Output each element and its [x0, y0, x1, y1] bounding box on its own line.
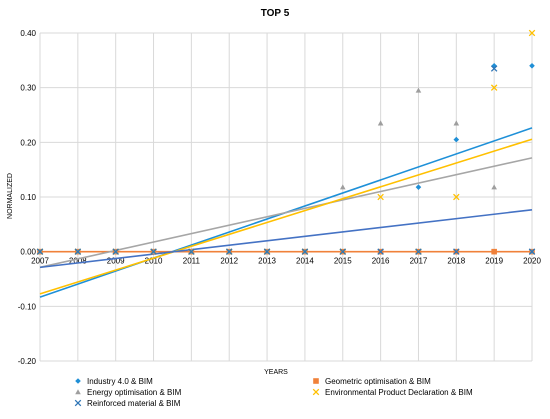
data-point	[74, 248, 82, 255]
trendlines	[39, 127, 533, 298]
data-point	[377, 248, 384, 255]
data-point	[490, 84, 498, 91]
x-tick-label: 2020	[523, 257, 541, 266]
data-point	[453, 136, 460, 143]
legend-marker	[74, 399, 82, 407]
x-tick-label: 2017	[410, 257, 428, 266]
data-point	[529, 63, 535, 69]
data-point	[150, 248, 157, 255]
data-point	[377, 193, 384, 201]
data-point	[263, 248, 271, 255]
legend: Industry 4.0 & BIM Geometric optimisation…	[74, 377, 473, 408]
y-axis-label: NORMALIZED	[7, 173, 14, 219]
legend-marker	[313, 378, 319, 384]
data-point	[301, 248, 309, 255]
trendline	[39, 209, 533, 269]
x-tick-label: 2011	[183, 257, 201, 266]
data-point	[453, 193, 460, 201]
legend-item: Environmental Product Declaration & BIM	[312, 388, 473, 397]
x-tick-label: 2008	[69, 257, 87, 266]
legend-item: Geometric optimisation & BIM	[313, 377, 431, 386]
legend-label: Geometric optimisation & BIM	[325, 377, 431, 386]
x-tick-label: 2012	[220, 257, 238, 266]
x-tick-label: 2019	[485, 257, 503, 266]
data-point	[528, 248, 536, 255]
data-point	[339, 248, 347, 255]
legend-label: Industry 4.0 & BIM	[87, 377, 153, 386]
data-point	[415, 87, 422, 93]
data-point	[415, 184, 422, 190]
data-point	[339, 184, 346, 190]
data-point	[491, 248, 497, 255]
data-point	[490, 65, 498, 72]
y-tick-label: -0.20	[18, 357, 37, 366]
x-axis-label: YEARS	[264, 369, 288, 376]
x-tick-label: 2015	[334, 257, 352, 266]
data-point	[453, 120, 460, 126]
data-point	[36, 248, 44, 255]
y-tick-label: 0.10	[20, 193, 36, 202]
x-tick-label: 2010	[145, 257, 163, 266]
x-tick-label: 2016	[372, 257, 390, 266]
data-point	[491, 184, 497, 190]
legend-label: Energy optimisation & BIM	[87, 388, 182, 397]
legend-item: Energy optimisation & BIM	[75, 388, 182, 397]
trendline	[39, 157, 533, 269]
chart-title: TOP 5	[261, 8, 290, 19]
legend-marker	[75, 389, 81, 395]
x-tick-label: 2013	[258, 257, 276, 266]
y-tick-label: 0.20	[20, 138, 36, 147]
y-tick-label: 0.40	[20, 29, 36, 38]
data-point	[453, 248, 460, 255]
x-tick-label: 2009	[107, 257, 125, 266]
x-tick-label: 2018	[447, 257, 465, 266]
legend-label: Environmental Product Declaration & BIM	[325, 388, 473, 397]
grid	[39, 32, 533, 362]
data-point	[225, 248, 233, 255]
data-point	[528, 29, 536, 37]
trendline	[39, 138, 533, 295]
x-tick-label: 2014	[296, 257, 314, 266]
legend-marker	[75, 378, 81, 384]
data-point	[188, 248, 195, 255]
y-tick-label: -0.10	[18, 302, 37, 311]
y-tick-label: 0.30	[20, 84, 36, 93]
legend-item: Industry 4.0 & BIM	[75, 377, 153, 386]
data-point	[112, 248, 119, 255]
data-point	[415, 248, 422, 255]
x-tick-label: 2007	[31, 257, 49, 266]
data-points	[36, 29, 536, 255]
legend-item: Reinforced material & BIM	[74, 399, 181, 408]
data-point	[377, 120, 384, 126]
y-tick-label: 0.00	[20, 248, 36, 257]
legend-marker	[312, 388, 320, 396]
legend-label: Reinforced material & BIM	[87, 399, 181, 408]
